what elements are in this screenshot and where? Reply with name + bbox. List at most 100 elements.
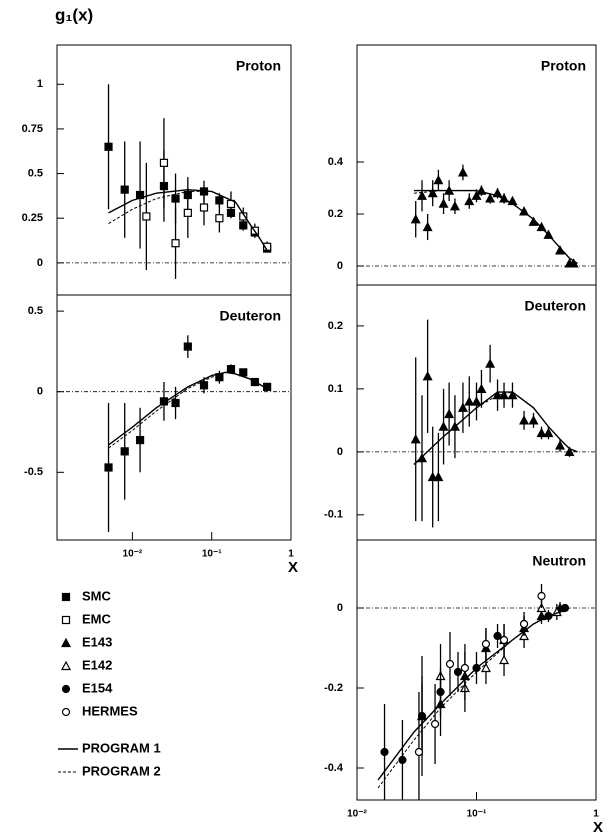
y-tick-label: -0.2 xyxy=(324,682,343,694)
y-tick-label: 0.25 xyxy=(22,212,43,224)
marker xyxy=(537,591,546,601)
marker xyxy=(457,402,468,412)
legend-label: HERMES xyxy=(82,703,138,718)
legend-label: EMC xyxy=(82,611,112,626)
marker xyxy=(215,214,224,223)
marker xyxy=(120,185,129,194)
marker xyxy=(61,660,71,671)
y-tick-label: 1 xyxy=(37,78,43,90)
marker xyxy=(135,435,145,445)
y-tick-label: 0.5 xyxy=(28,167,43,179)
marker xyxy=(457,167,468,177)
marker xyxy=(444,408,455,419)
marker xyxy=(427,471,438,482)
curve xyxy=(108,190,268,251)
marker xyxy=(422,371,433,381)
marker xyxy=(471,190,482,200)
marker xyxy=(199,203,209,212)
x-tick-label: 10⁻² xyxy=(347,809,367,820)
marker xyxy=(460,663,470,673)
x-tick-label: 1 xyxy=(593,809,599,820)
y-tick-label: -0.1 xyxy=(324,509,343,521)
marker xyxy=(171,239,180,248)
curve xyxy=(108,371,268,449)
marker xyxy=(417,452,428,463)
marker xyxy=(499,654,510,665)
legend-label: E143 xyxy=(82,634,112,649)
panel-label: Proton xyxy=(236,58,281,74)
x-axis-title: X xyxy=(593,819,603,836)
marker xyxy=(398,755,407,765)
marker xyxy=(226,365,236,374)
y-tick-label: 0.2 xyxy=(328,208,343,220)
panel-label: Neutron xyxy=(532,553,586,569)
marker xyxy=(427,187,438,198)
marker xyxy=(417,190,428,200)
x-tick-label: 10⁻¹ xyxy=(202,549,222,560)
marker xyxy=(564,446,575,456)
marker xyxy=(485,193,496,203)
marker xyxy=(453,667,463,677)
y-tick-label: 0 xyxy=(37,386,43,398)
curve xyxy=(377,607,570,781)
marker xyxy=(215,196,224,205)
marker xyxy=(485,358,496,368)
y-tick-label: -0.5 xyxy=(24,466,43,478)
marker xyxy=(464,396,475,406)
marker xyxy=(61,637,71,648)
plot-frame xyxy=(56,294,292,541)
marker xyxy=(433,471,444,482)
legend-label: SMC xyxy=(82,588,112,603)
marker xyxy=(519,619,529,629)
x-axis-title: X xyxy=(288,559,298,576)
y-tick-label: -0.4 xyxy=(324,762,344,774)
marker xyxy=(61,684,71,694)
marker xyxy=(449,200,460,211)
legend-label: PROGRAM 1 xyxy=(82,740,161,755)
marker xyxy=(471,396,482,406)
marker xyxy=(430,719,440,729)
marker xyxy=(61,592,71,602)
marker xyxy=(239,368,248,377)
marker xyxy=(61,707,71,717)
marker xyxy=(120,447,129,456)
marker xyxy=(543,427,554,438)
marker xyxy=(410,433,421,444)
marker xyxy=(507,389,518,400)
marker xyxy=(422,221,433,232)
y-tick-label: 0.75 xyxy=(22,123,43,135)
curve xyxy=(413,190,578,264)
marker xyxy=(414,747,424,757)
marker xyxy=(61,615,71,625)
marker xyxy=(183,342,192,351)
marker xyxy=(199,381,209,390)
curve xyxy=(414,189,578,265)
marker xyxy=(481,639,491,649)
y-tick-label: 0 xyxy=(337,260,343,272)
marker xyxy=(142,212,151,221)
legend-label: PROGRAM 2 xyxy=(82,763,161,778)
curve xyxy=(413,391,578,465)
marker xyxy=(159,158,169,167)
marker xyxy=(104,463,113,472)
x-tick-label: 10⁻¹ xyxy=(467,809,487,820)
legend-label: E142 xyxy=(82,657,112,672)
y-tick-label: 0.2 xyxy=(328,320,343,332)
panel-label: Proton xyxy=(541,58,586,74)
marker xyxy=(436,687,445,697)
legend-label: E154 xyxy=(82,680,113,695)
y-tick-label: 0.5 xyxy=(28,305,43,317)
marker xyxy=(536,427,547,438)
y-tick-label: 0 xyxy=(37,257,43,269)
plot-frame xyxy=(56,44,292,296)
marker xyxy=(555,440,566,450)
marker xyxy=(438,421,449,431)
marker xyxy=(464,195,475,206)
curve xyxy=(108,371,268,446)
marker xyxy=(528,415,539,425)
marker xyxy=(171,194,180,203)
marker xyxy=(476,383,487,393)
marker xyxy=(183,208,192,217)
marker xyxy=(410,213,421,224)
